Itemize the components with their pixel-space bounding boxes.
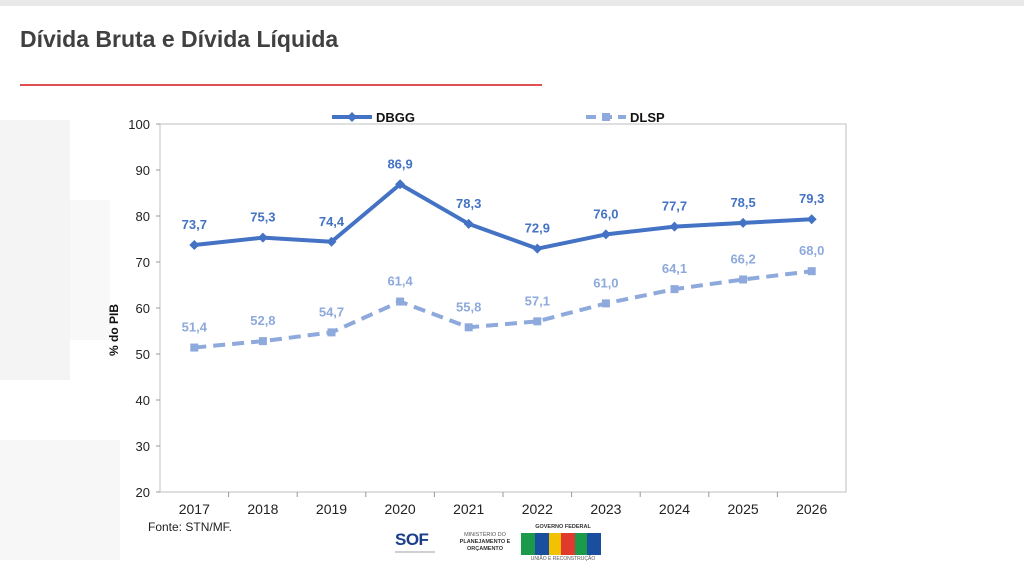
y-tick-label: 100 <box>128 117 150 132</box>
data-point-dbgg <box>806 214 817 225</box>
x-tick-label: 2025 <box>728 501 759 517</box>
data-point-dbgg <box>189 239 200 250</box>
data-label-dbgg: 73,7 <box>182 217 207 232</box>
x-tick-label: 2024 <box>659 501 690 517</box>
title-underline <box>20 84 542 86</box>
data-label-dlsp: 66,2 <box>730 251 755 266</box>
data-label-dbgg: 78,5 <box>730 195 755 210</box>
data-point-dlsp <box>670 285 679 294</box>
data-point-dlsp <box>396 297 405 306</box>
sof-logo-underline <box>395 551 435 553</box>
y-tick-label: 80 <box>136 209 150 224</box>
data-label-dbgg: 78,3 <box>456 196 481 211</box>
top-bar <box>0 0 1024 6</box>
data-label-dlsp: 55,8 <box>456 299 481 314</box>
data-point-dbgg <box>738 217 749 228</box>
y-tick-label: 70 <box>136 255 150 270</box>
data-label-dlsp: 57,1 <box>525 293 550 308</box>
data-label-dlsp: 64,1 <box>662 261 687 276</box>
background-shape-2 <box>70 200 110 340</box>
brasil-logo-blocks <box>521 533 601 555</box>
data-point-dbgg <box>532 243 543 254</box>
y-tick-label: 90 <box>136 163 150 178</box>
data-label-dbgg: 86,9 <box>387 156 412 171</box>
data-label-dbgg: 76,0 <box>593 206 618 221</box>
slide-title: Dívida Bruta e Dívida Líquida <box>20 26 339 52</box>
data-label-dlsp: 54,7 <box>319 304 344 319</box>
legend-marker-dlsp <box>602 113 610 121</box>
data-point-dbgg <box>395 179 406 190</box>
x-tick-label: 2020 <box>385 501 416 517</box>
background-shape-1 <box>0 120 70 380</box>
y-tick-label: 30 <box>136 439 150 454</box>
government-logo: GOVERNO FEDERAL UNIÃO E RECONSTRUÇÃO <box>521 524 605 564</box>
ministry-line-1: MINISTÉRIO DO <box>464 532 506 538</box>
x-tick-label: 2021 <box>453 501 484 517</box>
data-label-dlsp: 51,4 <box>182 320 208 335</box>
data-point-dlsp <box>464 323 473 332</box>
y-tick-label: 50 <box>136 347 150 362</box>
data-label-dlsp: 61,4 <box>387 274 413 289</box>
x-tick-label: 2017 <box>179 501 210 517</box>
data-point-dbgg <box>669 221 680 232</box>
data-point-dlsp <box>190 343 199 352</box>
legend-marker-dbgg <box>347 112 357 122</box>
data-point-dlsp <box>807 267 816 276</box>
y-tick-label: 40 <box>136 393 150 408</box>
source-note: Fonte: STN/MF. <box>148 520 233 534</box>
ministry-line-3: ORÇAMENTO <box>467 546 503 552</box>
y-tick-label: 60 <box>136 301 150 316</box>
data-label-dbgg: 72,9 <box>525 221 550 236</box>
plot-area-frame <box>159 123 847 493</box>
x-tick-label: 2026 <box>796 501 827 517</box>
data-point-dlsp <box>601 299 610 308</box>
data-point-dbgg <box>600 229 611 240</box>
data-label-dlsp: 61,0 <box>593 275 618 290</box>
series-line-dlsp <box>194 269 812 350</box>
ministry-line-2: PLANEJAMENTO E <box>459 539 511 545</box>
data-point-dbgg <box>463 218 474 229</box>
x-tick-label: 2023 <box>590 501 621 517</box>
data-label-dlsp: 52,8 <box>250 313 275 328</box>
data-label-dbgg: 77,7 <box>662 199 687 214</box>
data-label-dbgg: 74,4 <box>319 214 345 229</box>
data-label-dlsp: 68,0 <box>799 243 824 258</box>
gov-top-text: GOVERNO FEDERAL <box>535 524 591 530</box>
y-tick-label: 20 <box>136 485 150 500</box>
gov-bottom-text: UNIÃO E RECONSTRUÇÃO <box>530 556 596 562</box>
x-tick-label: 2019 <box>316 501 347 517</box>
series-line-dbgg <box>194 182 812 251</box>
x-tick-label: 2022 <box>522 501 553 517</box>
data-label-dbgg: 79,3 <box>799 191 824 206</box>
data-point-dlsp <box>533 317 542 326</box>
footer-logos: SOF MINISTÉRIO DO PLANEJAMENTO E ORÇAMEN… <box>395 524 615 564</box>
y-axis-title: % do PIB <box>107 304 121 356</box>
data-point-dlsp <box>327 328 336 337</box>
legend-label-dbgg: DBGG <box>376 110 415 125</box>
data-point-dlsp <box>739 275 748 284</box>
data-point-dlsp <box>258 337 267 346</box>
background-shape-3 <box>0 440 120 560</box>
legend-label-dlsp: DLSP <box>630 110 665 125</box>
x-tick-label: 2018 <box>247 501 278 517</box>
data-label-dbgg: 75,3 <box>250 210 275 225</box>
data-point-dbgg <box>257 232 268 243</box>
ministry-logo: MINISTÉRIO DO PLANEJAMENTO E ORÇAMENTO <box>457 532 513 553</box>
data-point-dbgg <box>326 236 337 247</box>
sof-logo: SOF <box>395 530 429 549</box>
